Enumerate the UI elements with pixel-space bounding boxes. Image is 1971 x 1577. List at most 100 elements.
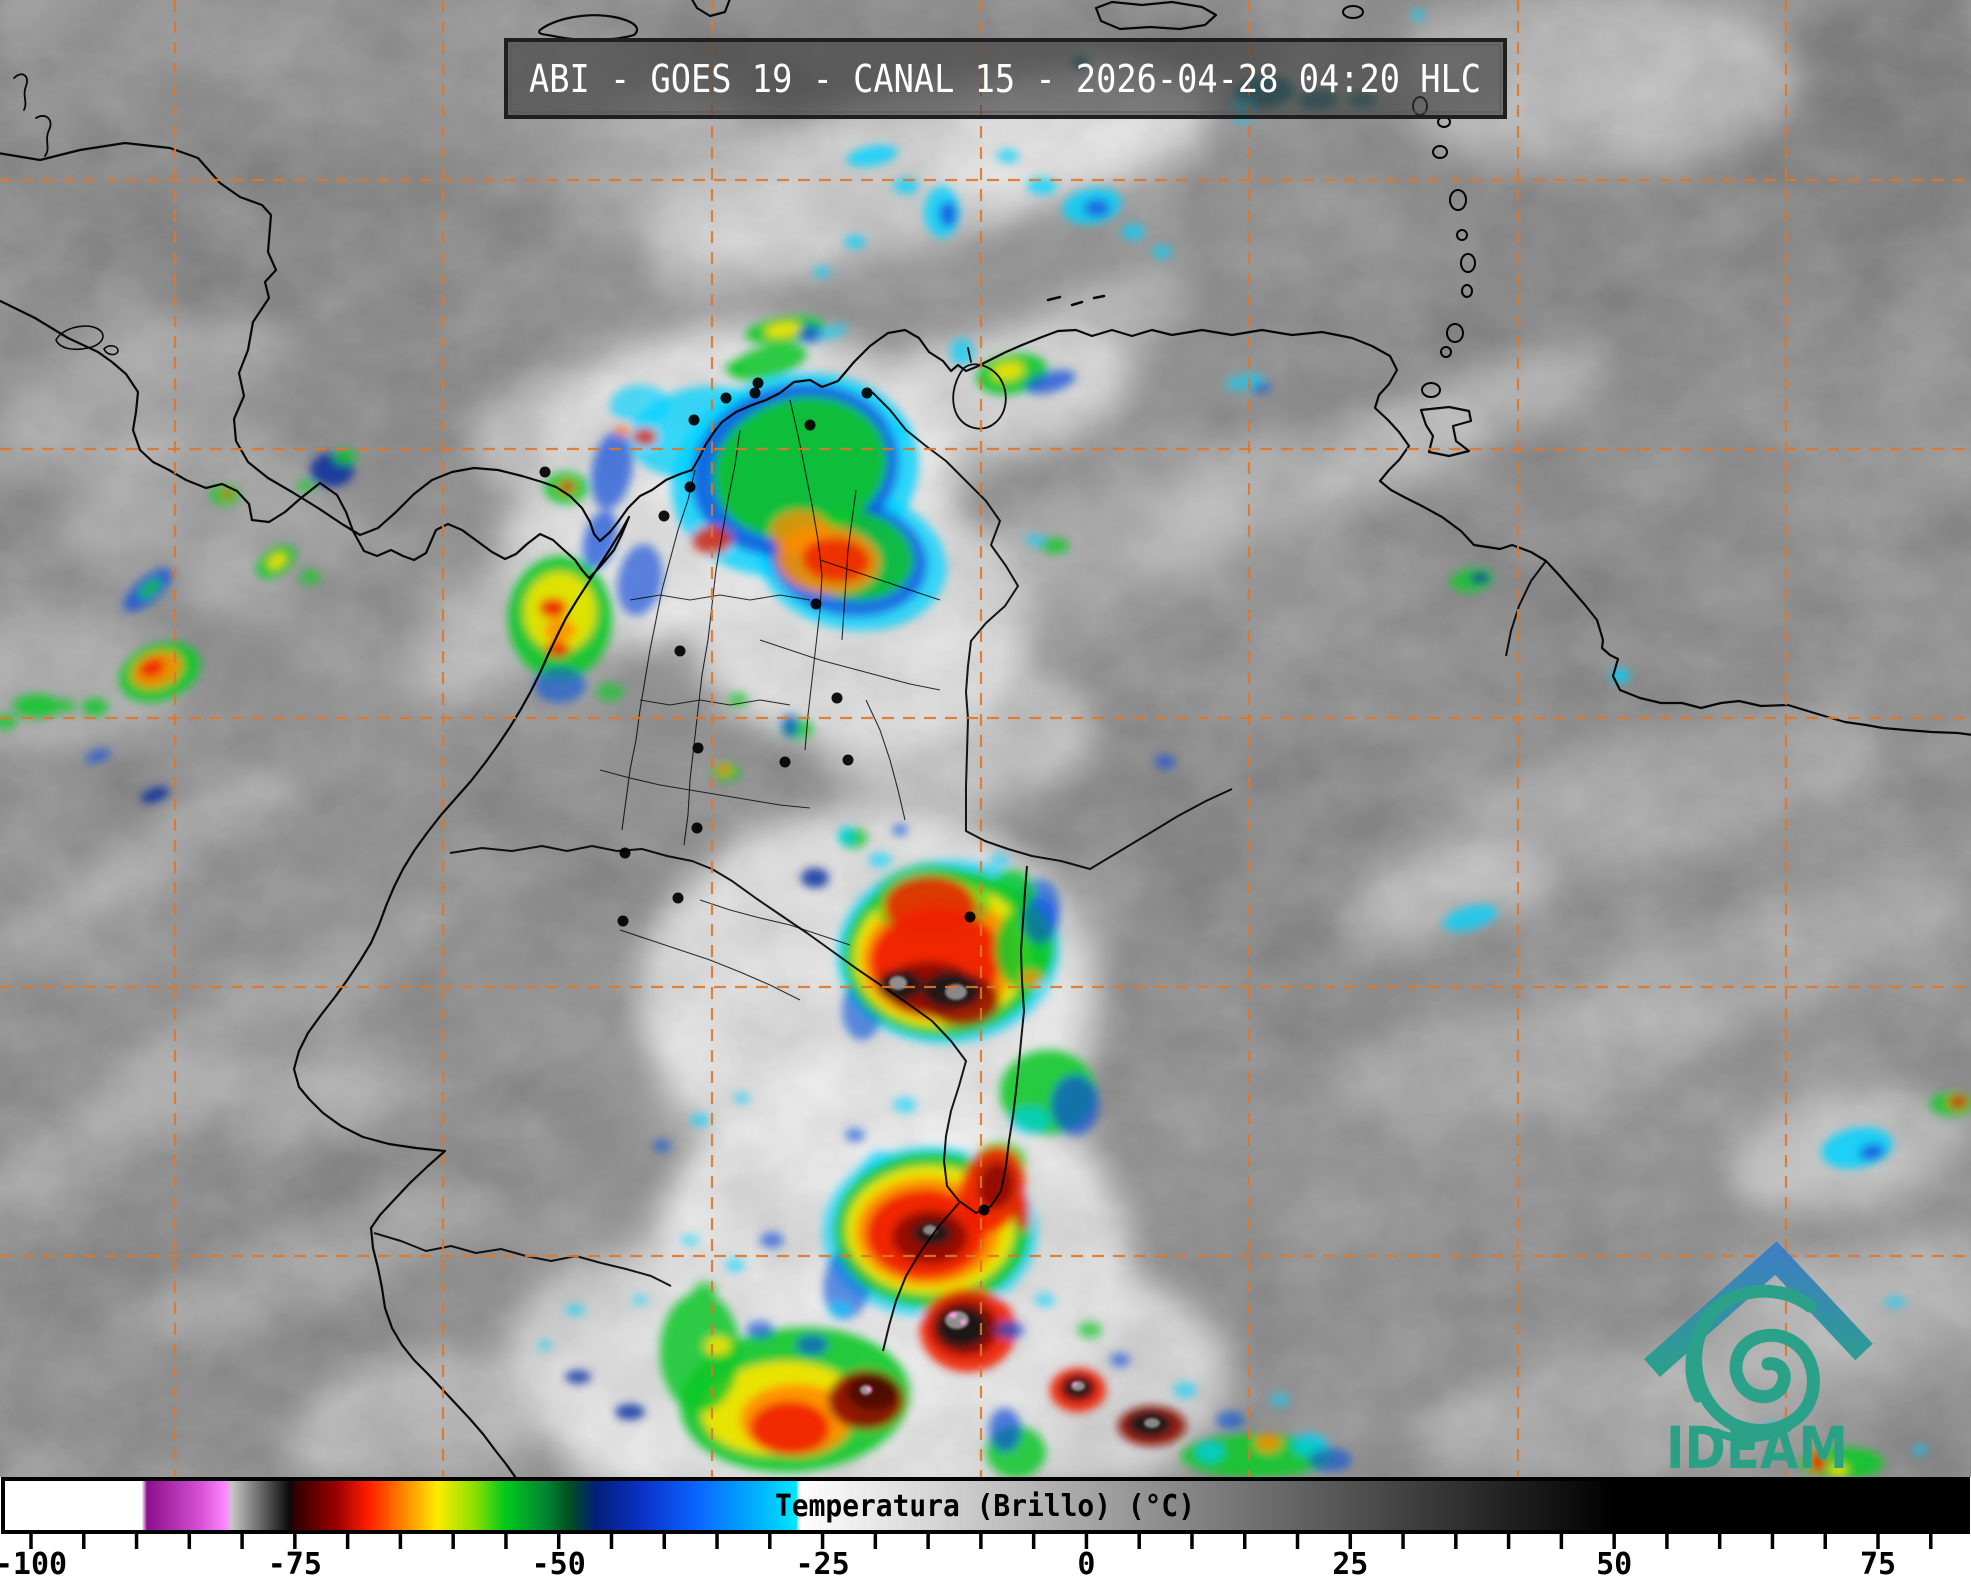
storm-cell — [82, 698, 108, 716]
storm-cell — [693, 1282, 717, 1298]
storm-cell — [1019, 970, 1041, 986]
storm-cell — [1885, 1296, 1905, 1308]
storm-cell — [1442, 904, 1498, 932]
city-dot — [658, 510, 670, 522]
island-hispaniola-tip — [691, 0, 731, 18]
coast-fragments-nw — [13, 73, 52, 157]
storm-cell — [1252, 382, 1272, 394]
storm-cell — [798, 325, 822, 343]
storm-cell — [828, 1302, 852, 1318]
island-outline — [1461, 284, 1473, 298]
island-outline — [1342, 5, 1364, 19]
storm-cold-core — [866, 1386, 872, 1392]
city-dot — [779, 756, 791, 768]
storm-cell — [1025, 534, 1045, 546]
storm-cell — [868, 852, 892, 868]
storm-cell — [615, 1404, 645, 1420]
storm-cell — [1024, 370, 1076, 394]
storm-cell — [1155, 755, 1175, 769]
storm-cell — [782, 714, 798, 738]
map-area: IDEAM — [0, 0, 1971, 1477]
coastline-pacific — [0, 299, 631, 1477]
storm-cell — [1948, 1095, 1968, 1109]
city-dot — [617, 915, 629, 927]
coastline-caribbean — [0, 141, 1971, 736]
colorbar-tick-label: -50 — [532, 1547, 586, 1577]
storm-cell — [13, 694, 61, 718]
title-text: ABI - GOES 19 - CANAL 15 - 2026-04-28 04… — [529, 57, 1481, 101]
storm-cell — [844, 235, 866, 249]
city-dot — [978, 1204, 990, 1216]
storm-cold-core — [960, 1319, 966, 1325]
colorbar-tick-label: 75 — [1860, 1547, 1896, 1577]
coastlines — [0, 0, 1971, 1477]
city-dot — [831, 692, 843, 704]
storm-cell — [1152, 245, 1172, 259]
storm-cell — [596, 683, 624, 701]
city-dot — [804, 419, 816, 431]
storm-cell — [1829, 1464, 1847, 1476]
title-bar: ABI - GOES 19 - CANAL 15 - 2026-04-28 04… — [504, 38, 1507, 119]
colorbar-ticks — [29, 1534, 1933, 1549]
storm-cell — [690, 1113, 710, 1127]
storm-cell — [1027, 177, 1057, 195]
storm-cold-core — [1144, 1418, 1160, 1428]
city-dot — [964, 911, 976, 923]
city-dot — [674, 645, 686, 657]
storm-cell — [1010, 1106, 1050, 1134]
storm-cell — [1216, 1411, 1244, 1429]
storm-cell — [660, 1292, 740, 1412]
storm-cell — [615, 424, 631, 436]
island-outline — [1446, 323, 1464, 343]
city-dot — [810, 598, 822, 610]
storm-cell — [813, 266, 831, 278]
storm-cell — [1859, 1143, 1885, 1161]
colorbar-tick-label: 50 — [1596, 1547, 1632, 1577]
storm-cell — [632, 1294, 648, 1306]
storm-cell — [1051, 1075, 1099, 1135]
border-colombia-venezuela-brazil — [871, 391, 1233, 870]
storm-cell — [846, 145, 898, 167]
storm-cell — [591, 430, 633, 510]
storm-cell — [734, 1092, 750, 1104]
storm-cell — [537, 1340, 553, 1350]
island-outline — [1456, 229, 1468, 241]
storm-cell — [617, 544, 663, 616]
colorbar-label: Temperatura (Brillo) (°C) — [775, 1489, 1195, 1524]
city-dots — [539, 377, 990, 1216]
storm-cell — [57, 700, 75, 712]
storm-cell — [1041, 538, 1069, 554]
storm-cell — [1121, 224, 1145, 240]
storm-cell — [138, 578, 162, 600]
storm-cell — [546, 641, 570, 657]
island-trinidad — [1419, 405, 1473, 458]
graticule — [0, 0, 1971, 1477]
colorbar-tick-label: 0 — [1077, 1547, 1095, 1577]
storm-cell — [989, 1408, 1021, 1452]
storm-cell — [765, 322, 801, 338]
storm-cell — [1015, 1192, 1029, 1232]
storm-cell — [534, 667, 586, 703]
storm-cold-core — [1072, 1382, 1078, 1386]
storm-cell — [1810, 1451, 1826, 1473]
storm-cell — [1084, 199, 1110, 217]
city-dot — [842, 754, 854, 766]
storm-cell — [846, 1374, 898, 1410]
storm-cell — [990, 853, 1010, 867]
colorbar-tick-label: 25 — [1332, 1547, 1368, 1577]
storm-cell — [838, 826, 854, 846]
storm-cell — [893, 178, 919, 194]
storm-cell — [610, 385, 670, 425]
storm-cell — [653, 1140, 671, 1152]
storm-cell — [140, 786, 170, 804]
city-dot — [619, 847, 631, 859]
department-borders — [599, 399, 941, 1001]
storm-cold-core — [945, 1311, 969, 1329]
city-dot — [691, 822, 703, 834]
storm-cell — [1270, 1393, 1290, 1407]
storm-cell — [1470, 572, 1490, 584]
storm-cell — [725, 362, 745, 374]
city-dot — [692, 742, 704, 754]
title-bar-inner-border — [510, 44, 1501, 113]
